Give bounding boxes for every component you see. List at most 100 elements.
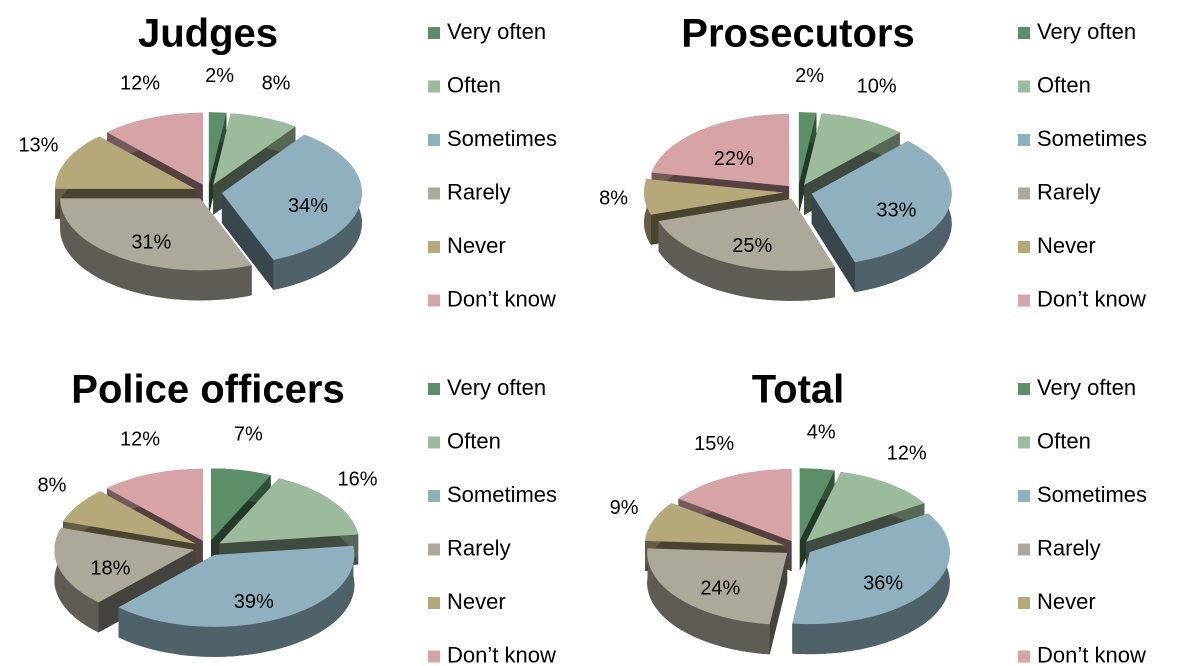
legend-swatch: [428, 27, 440, 39]
legend-swatch: [428, 134, 440, 146]
data-label: 12%: [120, 73, 160, 95]
legend-label: Very often: [1037, 375, 1136, 400]
legend-label: Often: [447, 72, 501, 97]
legend-label: Never: [447, 589, 506, 614]
legend-swatch: [1018, 27, 1030, 39]
data-label: 12%: [887, 443, 927, 465]
chart-panel: Total Very often Often Sometimes Rarely Never…: [610, 368, 1147, 666]
legend-label: Don’t know: [1037, 286, 1146, 311]
legend-swatch: [1018, 187, 1030, 200]
data-label: 8%: [38, 474, 67, 496]
chart-panel: Police officers Very often Often Sometimes R…: [38, 368, 558, 666]
legend-label: Very often: [447, 375, 546, 400]
data-label: 39%: [234, 591, 274, 613]
slice-rim: [792, 513, 950, 655]
data-label: 8%: [262, 73, 291, 95]
slice-rim: [647, 548, 770, 655]
chart-title: Police officers: [71, 368, 344, 412]
legend-label: Sometimes: [447, 482, 557, 507]
slice: [792, 513, 950, 625]
chart-title: Total: [752, 368, 845, 412]
legend-label: Often: [1037, 72, 1091, 97]
data-label: 13%: [18, 134, 58, 156]
legend-swatch: [428, 543, 440, 556]
legend-label: Don’t know: [447, 642, 556, 666]
data-label: 34%: [288, 195, 328, 217]
chart-panel: Prosecutors Very often Often Sometimes Rarel…: [599, 12, 1147, 312]
data-label: 9%: [610, 497, 639, 519]
legend-swatch: [428, 597, 440, 609]
data-label: 2%: [205, 65, 234, 87]
slice-rim: [60, 198, 252, 301]
legend-label: Never: [1037, 233, 1096, 258]
slice: [219, 478, 359, 544]
legend-label: Rarely: [1037, 179, 1101, 204]
data-label: 31%: [131, 232, 171, 254]
slice-rim: [658, 221, 835, 301]
legend-swatch: [1018, 80, 1030, 93]
slice: [798, 112, 817, 185]
data-label: 25%: [732, 235, 772, 257]
slice-wall: [811, 193, 855, 293]
data-label: 33%: [876, 200, 916, 222]
chart-panel: Judges Very often Often Sometimes Rarely Neve…: [18, 12, 557, 312]
legend-label: Don’t know: [447, 286, 556, 311]
chart-title: Judges: [138, 12, 278, 56]
slice: [799, 468, 835, 541]
legend-label: Often: [447, 428, 501, 453]
legend-label: Very often: [447, 19, 546, 44]
data-label: 24%: [700, 578, 740, 600]
slice: [806, 472, 925, 542]
data-label: 7%: [234, 423, 263, 445]
slice: [63, 491, 197, 544]
slice: [107, 468, 203, 541]
slice: [208, 112, 227, 185]
legend-swatch: [428, 650, 440, 663]
slice-rim: [118, 545, 355, 657]
data-label: 16%: [337, 468, 377, 490]
legend-label: Very often: [1037, 19, 1136, 44]
slice-wall: [221, 193, 274, 290]
legend-label: Rarely: [1037, 535, 1101, 560]
slice: [678, 469, 792, 542]
data-label: 15%: [694, 433, 734, 455]
slice: [60, 198, 252, 271]
legend-label: Sometimes: [1037, 482, 1147, 507]
data-label: 18%: [90, 557, 130, 579]
data-label: 12%: [120, 429, 160, 451]
data-label: 8%: [599, 188, 628, 210]
slice: [804, 113, 900, 185]
data-label: 2%: [795, 65, 824, 87]
legend-swatch: [428, 490, 440, 502]
legend-swatch: [428, 80, 440, 93]
legend-label: Sometimes: [1037, 126, 1147, 151]
slice: [107, 112, 203, 185]
legend-swatch: [1018, 383, 1030, 395]
legend-label: Never: [1037, 589, 1096, 614]
slice-rim: [54, 527, 99, 633]
legend-label: Rarely: [447, 179, 511, 204]
legend-swatch: [1018, 436, 1030, 449]
legend-swatch: [1018, 241, 1030, 253]
slice: [221, 134, 362, 260]
slice: [651, 114, 790, 187]
legend-swatch: [1018, 294, 1030, 307]
legend-swatch: [1018, 650, 1030, 663]
slice: [645, 503, 785, 546]
legend-label: Never: [447, 233, 506, 258]
legend-label: Often: [1037, 428, 1091, 453]
legend-swatch: [428, 383, 440, 395]
legend-swatch: [428, 436, 440, 449]
legend-swatch: [1018, 597, 1030, 609]
slice: [213, 113, 296, 185]
slice: [118, 545, 355, 627]
slice: [647, 548, 788, 625]
data-label: 36%: [863, 572, 903, 594]
legend-swatch: [1018, 543, 1030, 556]
data-label: 10%: [857, 76, 897, 98]
legend-label: Rarely: [447, 535, 511, 560]
slice: [54, 527, 195, 603]
legend-swatch: [428, 294, 440, 307]
legend-swatch: [428, 187, 440, 200]
